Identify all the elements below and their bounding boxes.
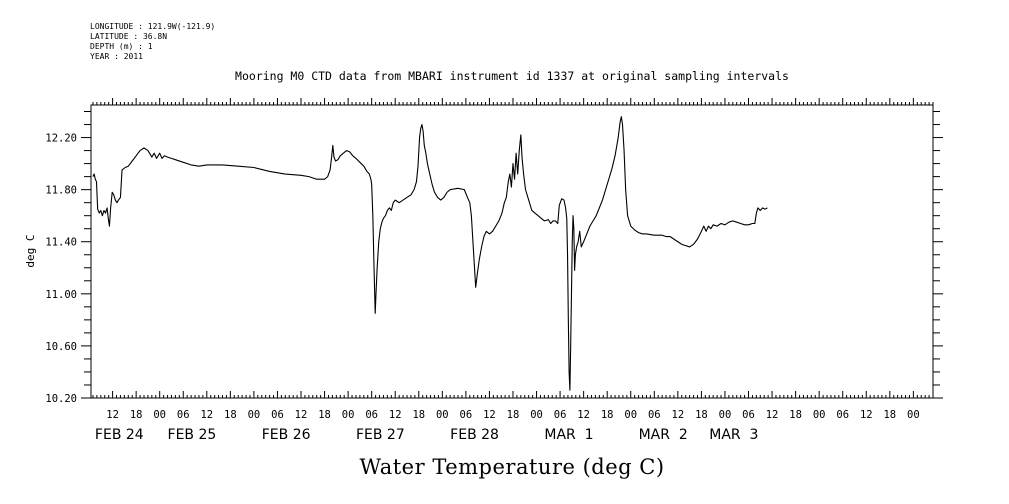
x-hour-label: 18 — [412, 409, 425, 421]
x-date-label: MAR 1 — [544, 427, 593, 443]
x-hour-label: 00 — [530, 409, 543, 421]
x-hour-label: 18 — [318, 409, 331, 421]
y-tick-label: 11.80 — [45, 185, 77, 197]
y-tick-label: 10.20 — [45, 393, 77, 405]
date-labels: FEB 24 FEB 25 FEB 26 FEB 27 FEB 28 MAR 1 MAR 2… — [95, 427, 759, 443]
x-hour-label: 00 — [624, 409, 637, 421]
x-date-label: FEB 25 — [168, 427, 217, 443]
x-hour-label: 06 — [271, 409, 284, 421]
x-hour-label: 12 — [672, 409, 685, 421]
x-hour-label: 00 — [248, 409, 261, 421]
x-hour-label: 00 — [342, 409, 355, 421]
y-tick-labels: 10.20 10.60 11.00 11.40 11.80 12.20 — [45, 133, 77, 405]
x-hour-label: 12 — [766, 409, 779, 421]
x-hour-label: 00 — [436, 409, 449, 421]
x-date-label: FEB 24 — [95, 427, 144, 443]
y-axis-label: deg C — [24, 234, 37, 267]
series-line — [92, 116, 768, 391]
x-date-label: FEB 28 — [450, 427, 499, 443]
x-hour-label: 06 — [648, 409, 661, 421]
x-tick-labels: 12 18 00 06 12 18 00 06 12 18 00 06 12 18 00 06 12 18 00 06… — [106, 409, 919, 421]
x-hour-label: 06 — [365, 409, 378, 421]
x-axis-label: Water Temperature (deg C) — [359, 455, 664, 479]
depth-text: DEPTH (m) : 1 — [90, 42, 153, 51]
x-hour-label: 00 — [813, 409, 826, 421]
x-hour-label: 06 — [460, 409, 473, 421]
y-tick-label: 12.20 — [45, 133, 77, 145]
x-date-label: MAR 2 — [639, 427, 688, 443]
x-date-label: FEB 27 — [356, 427, 405, 443]
x-hour-label: 12 — [483, 409, 496, 421]
x-hour-label: 06 — [554, 409, 567, 421]
x-hour-label: 06 — [836, 409, 849, 421]
x-hour-label: 12 — [389, 409, 402, 421]
year-text: YEAR : 2011 — [90, 52, 143, 61]
station-metadata: LONGITUDE : 121.9W(-121.9) LATITUDE : 36… — [90, 22, 215, 62]
x-hour-label: 18 — [883, 409, 896, 421]
latitude-text: LATITUDE : 36.8N — [90, 32, 168, 41]
x-hour-label: 06 — [177, 409, 190, 421]
x-hour-label: 18 — [601, 409, 614, 421]
x-hour-label: 18 — [224, 409, 237, 421]
x-hour-label: 12 — [860, 409, 873, 421]
plot-frame — [90, 104, 934, 399]
y-tick-label: 11.00 — [45, 289, 77, 301]
x-hour-label: 06 — [742, 409, 755, 421]
x-hour-label: 12 — [200, 409, 213, 421]
x-hour-label: 12 — [577, 409, 590, 421]
x-hour-label: 00 — [907, 409, 920, 421]
x-hour-label: 18 — [507, 409, 520, 421]
y-tick-label: 11.40 — [45, 237, 77, 249]
x-hour-label: 00 — [153, 409, 166, 421]
x-hour-label: 12 — [106, 409, 119, 421]
chart-title: Mooring M0 CTD data from MBARI instrumen… — [235, 69, 789, 83]
x-date-label: FEB 26 — [262, 427, 311, 443]
x-hour-label: 18 — [130, 409, 143, 421]
y-tick-label: 10.60 — [45, 341, 77, 353]
longitude-text: LONGITUDE : 121.9W(-121.9) — [90, 22, 216, 31]
x-hour-label: 18 — [789, 409, 802, 421]
x-date-label: MAR 3 — [709, 427, 758, 443]
x-hour-label: 18 — [695, 409, 708, 421]
x-hour-label: 00 — [719, 409, 732, 421]
axis-ticks — [81, 98, 943, 399]
x-hour-label: 12 — [295, 409, 308, 421]
